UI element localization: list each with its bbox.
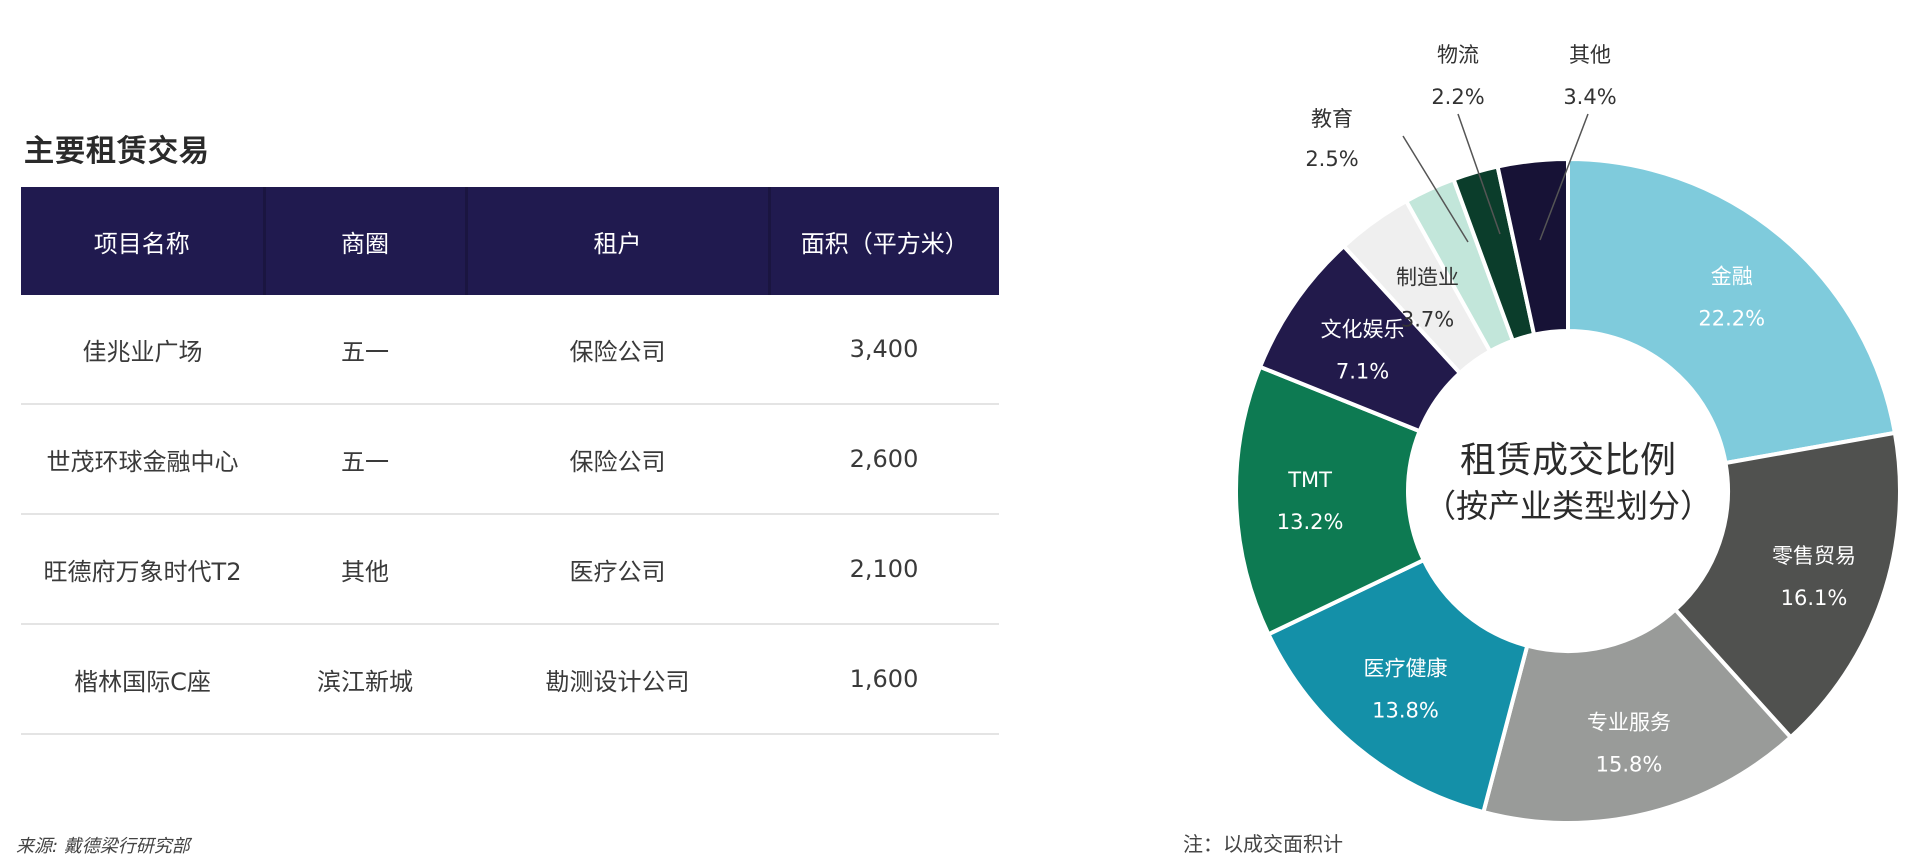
cell-tenant: 勘测设计公司 [466,624,769,735]
slice-name-label: 物流 [1437,43,1479,67]
slice-labels: 金融 22.2% 零售贸易 16.1% 专业服务 15.8% 医疗健康 13.8% TMT 13.… [1277,43,1856,777]
donut-slices [1234,156,1903,825]
slice-value-label: 22.2% [1698,307,1765,331]
cell-tenant: 医疗公司 [466,514,769,625]
slice-value-label: 3.7% [1401,307,1454,331]
slice-name-label: 教育 [1311,107,1353,131]
cell-tenant: 保险公司 [466,295,769,405]
slice-name-label: TMT [1287,468,1332,492]
slice-name-label: 金融 [1711,265,1753,289]
cell-project-name: 旺德府万象时代T2 [21,514,264,625]
chart-center-subtitle: （按产业类型划分） [1424,487,1712,525]
cell-area: 2,100 [769,514,999,625]
chart-note: 注：以成交面积计 [1183,832,1343,856]
table-row: 旺德府万象时代T2 其他 医疗公司 2,100 [21,514,999,625]
slice-value-label: 3.4% [1563,85,1616,109]
slice-value-label: 13.2% [1277,510,1344,534]
cell-business-district: 五一 [264,295,466,405]
slice-name-label: 其他 [1569,43,1611,67]
slice-value-label: 2.5% [1305,147,1358,171]
slice-name-label: 文化娱乐 [1321,318,1405,342]
slice-value-label: 7.1% [1336,360,1389,384]
source-note: 来源: 戴德梁行研究部 [16,836,190,857]
slice-name-label: 零售贸易 [1772,544,1856,568]
donut-slice-slice-2 [1480,606,1794,825]
header-business-district: 商圈 [264,187,468,295]
cell-project-name: 佳兆业广场 [21,295,264,405]
slice-name-label: 医疗健康 [1363,656,1447,680]
slice-name-label: 制造业 [1396,265,1459,289]
table-row: 世茂环球金融中心 五一 保险公司 2,600 [21,404,999,515]
cell-area: 1,600 [769,624,999,735]
donut-slice-slice-9 [1495,156,1570,338]
donut-slice-slice-4 [1234,364,1427,637]
header-tenant: 租户 [466,187,771,295]
leader-line [1402,135,1469,243]
slice-value-label: 15.8% [1596,753,1663,777]
section-title: 主要租赁交易 [24,134,210,169]
cell-project-name: 世茂环球金融中心 [21,404,264,515]
slice-value-label: 13.8% [1372,698,1439,722]
cell-project-name: 楷林国际C座 [21,624,264,735]
slice-name-label: 专业服务 [1587,711,1671,735]
donut-slice-slice-0 [1566,156,1898,466]
cell-business-district: 五一 [264,404,466,515]
donut-slice-slice-3 [1265,557,1530,815]
leader-line [1539,113,1589,241]
chart-center-title: 租赁成交比例 [1460,440,1676,481]
cell-area: 3,400 [769,295,999,405]
leasing-deals-table: 项目名称 商圈 租户 面积（平方米） 佳兆业广场 五一 保险公司 3,400 世… [21,187,999,735]
donut-slice-slice-1 [1672,430,1903,741]
table-row: 佳兆业广场 五一 保险公司 3,400 [21,295,999,405]
cell-business-district: 其他 [264,514,466,625]
cell-business-district: 滨江新城 [264,624,466,735]
header-area: 面积（平方米） [769,187,999,295]
slice-value-label: 2.2% [1431,85,1484,109]
slice-value-label: 16.1% [1781,586,1848,610]
table-row: 楷林国际C座 滨江新城 勘测设计公司 1,600 [21,624,999,735]
cell-tenant: 保险公司 [466,404,769,515]
leader-lines [1402,113,1589,243]
cell-area: 2,600 [769,404,999,515]
leader-line [1457,113,1501,235]
table-header-row: 项目名称 商圈 租户 面积（平方米） [21,187,999,295]
header-project-name: 项目名称 [21,187,266,295]
